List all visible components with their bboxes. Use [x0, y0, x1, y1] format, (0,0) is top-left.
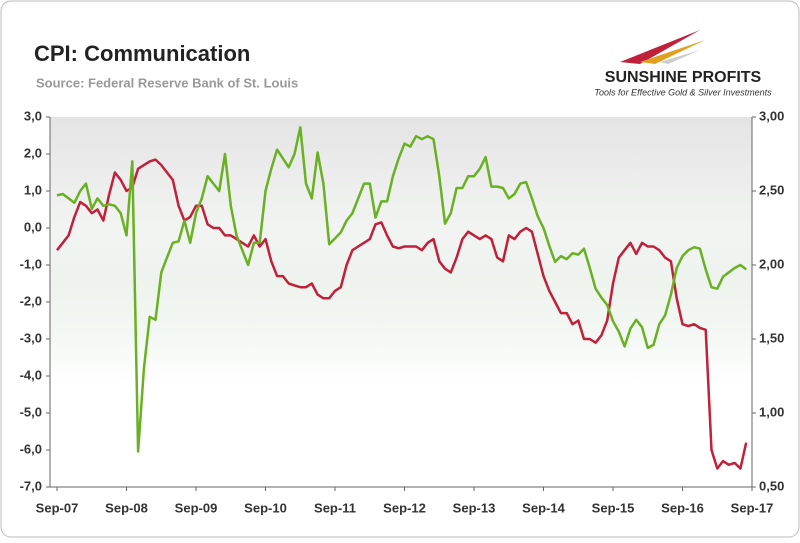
y-tick-label: 0,0	[24, 219, 42, 234]
plot-area	[50, 117, 752, 487]
x-tick-label: Sep-16	[661, 500, 704, 515]
x-tick-label: Sep-07	[36, 500, 79, 515]
y-tick-label: -3,0	[20, 330, 42, 345]
y2-tick-label: 3,00	[759, 108, 784, 123]
x-tick-label: Sep-08	[105, 500, 148, 515]
x-tick-label: Sep-10	[244, 500, 287, 515]
x-tick-label: Sep-09	[175, 500, 218, 515]
x-tick-label: Sep-17	[731, 500, 774, 515]
logo-ray	[640, 40, 705, 64]
y-tick-label: 1,0	[24, 182, 42, 197]
y-tick-label: 2,0	[24, 145, 42, 160]
y-tick-label: 3,0	[24, 108, 42, 123]
logo-ray	[620, 30, 700, 64]
y2-tick-label: 2,50	[759, 182, 784, 197]
x-tick-label: Sep-14	[522, 500, 565, 515]
logo-tagline: Tools for Effective Gold & Silver Invest…	[594, 87, 772, 97]
logo-ray	[660, 50, 700, 64]
x-tick-label: Sep-12	[383, 500, 426, 515]
x-tick-label: Sep-15	[592, 500, 635, 515]
y-tick-label: -4,0	[20, 367, 42, 382]
x-tick-label: Sep-11	[314, 500, 356, 515]
y-tick-label: -6,0	[20, 441, 42, 456]
series-line	[56, 158, 748, 470]
y2-tick-label: 0,50	[759, 478, 784, 493]
chart-title: CPI: Communication	[34, 41, 250, 66]
y-tick-label: -1,0	[20, 256, 42, 271]
x-tick-label: Sep-13	[453, 500, 496, 515]
y-tick-label: -5,0	[20, 404, 42, 419]
y2-tick-label: 1,00	[759, 404, 784, 419]
logo: SUNSHINE PROFITS Tools for Effective Gol…	[594, 30, 772, 97]
chart-subtitle: Source: Federal Reserve Bank of St. Loui…	[36, 75, 298, 90]
logo-name: SUNSHINE PROFITS	[605, 69, 762, 86]
y2-tick-label: 1,50	[759, 330, 784, 345]
y-tick-label: -2,0	[20, 293, 42, 308]
y-tick-label: -7,0	[20, 478, 42, 493]
series-line	[56, 126, 747, 453]
y2-tick-label: 2,00	[759, 256, 784, 271]
